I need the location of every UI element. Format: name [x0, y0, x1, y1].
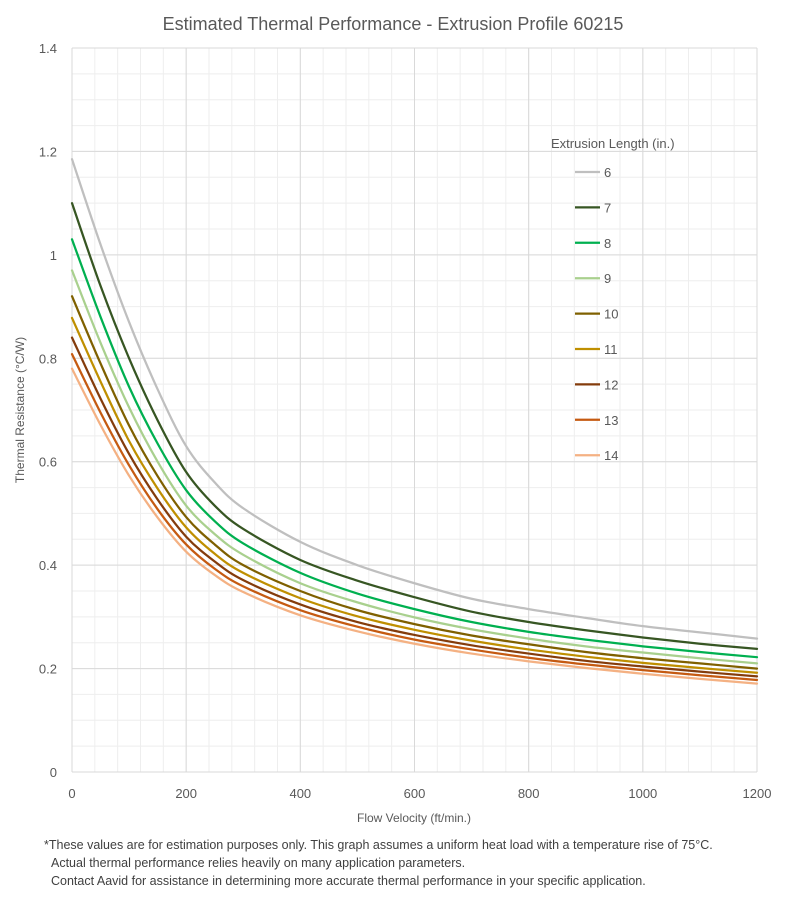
legend-label-12: 12 — [604, 377, 618, 392]
chart-title: Estimated Thermal Performance - Extrusio… — [163, 14, 624, 34]
y-tick-label: 0 — [50, 765, 57, 780]
legend-label-7: 7 — [604, 200, 611, 215]
x-axis-label: Flow Velocity (ft/min.) — [357, 811, 471, 825]
y-tick-label: 1 — [50, 248, 57, 263]
footnote-line-1: *These values are for estimation purpose… — [44, 838, 713, 852]
legend-title: Extrusion Length (in.) — [551, 136, 675, 151]
series-line-7 — [70, 202, 759, 651]
footnote-line-3: Contact Aavid for assistance in determin… — [51, 874, 646, 888]
footnote-line-2: Actual thermal performance relies heavil… — [51, 856, 466, 870]
series-lines — [70, 158, 759, 685]
series-line-10 — [70, 295, 759, 670]
y-axis-label: Thermal Resistance (°C/W) — [13, 337, 27, 483]
legend: Extrusion Length (in.) 6 7 8 9 10 11 12 13 14 — [551, 136, 675, 463]
series-line-12 — [70, 336, 759, 678]
legend-label-8: 8 — [604, 236, 611, 251]
series-line-6 — [70, 158, 759, 640]
legend-label-14: 14 — [604, 448, 618, 463]
y-tick-label: 0.8 — [39, 351, 57, 366]
major-gridlines — [71, 47, 758, 773]
y-tick-label: 0.4 — [39, 558, 57, 573]
x-tick-label: 200 — [175, 786, 197, 801]
footnote: *These values are for estimation purpose… — [44, 836, 713, 890]
legend-label-9: 9 — [604, 271, 611, 286]
legend-label-13: 13 — [604, 413, 618, 428]
x-tick-label: 1000 — [628, 786, 657, 801]
series-line-13 — [70, 353, 759, 682]
x-tick-label: 800 — [518, 786, 540, 801]
axes: 0 200 400 600 800 1000 1200 0 0.2 0.4 0.6 0.8 1 1.2 1.… — [39, 41, 772, 801]
legend-label-6: 6 — [604, 165, 611, 180]
x-tick-label: 400 — [289, 786, 311, 801]
x-tick-label: 0 — [68, 786, 75, 801]
legend-label-10: 10 — [604, 307, 618, 322]
series-line-11 — [70, 316, 759, 674]
series-line-9 — [70, 269, 759, 665]
x-tick-label: 600 — [404, 786, 426, 801]
y-tick-label: 1.4 — [39, 41, 57, 56]
series-line-14 — [70, 367, 759, 685]
y-tick-label: 0.2 — [39, 662, 57, 677]
thermal-performance-chart: Estimated Thermal Performance - Extrusio… — [13, 14, 772, 825]
y-tick-label: 1.2 — [39, 144, 57, 159]
legend-label-11: 11 — [604, 342, 618, 357]
x-tick-label: 1200 — [743, 786, 772, 801]
y-tick-label: 0.6 — [39, 455, 57, 470]
series-line-8 — [70, 238, 759, 659]
